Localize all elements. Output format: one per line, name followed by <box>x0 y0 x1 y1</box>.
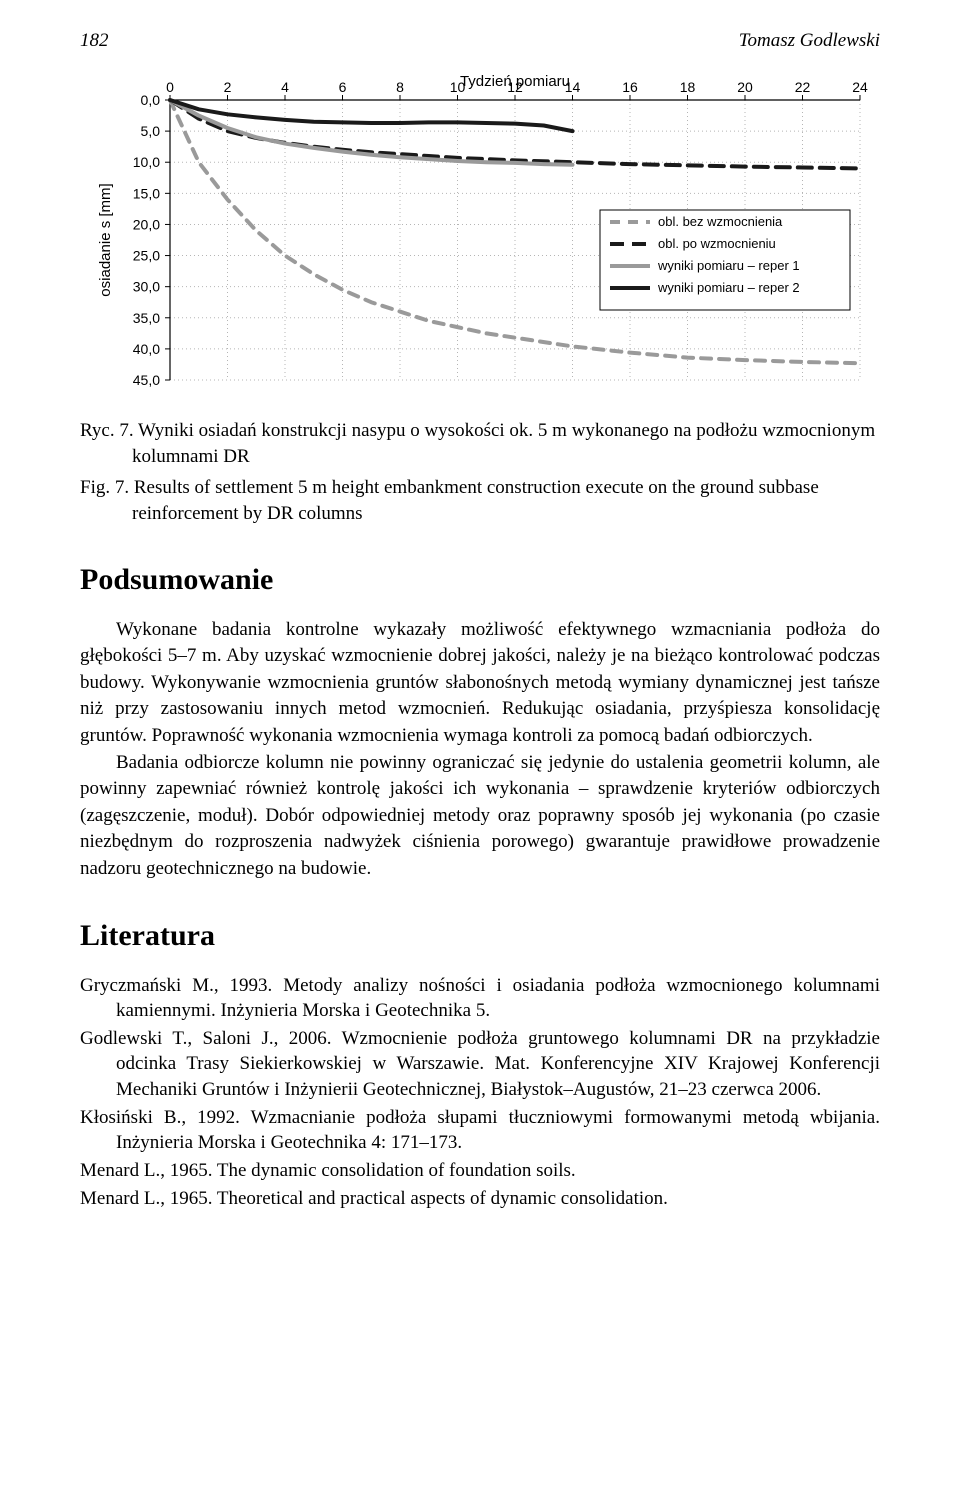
svg-text:4: 4 <box>281 79 289 95</box>
page-number: 182 <box>80 30 109 52</box>
section-heading-podsumowanie: Podsumowanie <box>80 563 880 597</box>
svg-text:obl. bez wzmocnienia: obl. bez wzmocnienia <box>658 214 783 229</box>
svg-text:wyniki pomiaru – reper 2: wyniki pomiaru – reper 2 <box>657 280 800 295</box>
paragraph-2: Badania odbiorcze kolumn nie powinny ogr… <box>80 750 880 883</box>
settlement-chart: Tydzień pomiaru0246810121416182022240,05… <box>80 70 880 400</box>
chart-svg: Tydzień pomiaru0246810121416182022240,05… <box>80 70 880 400</box>
svg-text:45,0: 45,0 <box>133 372 160 388</box>
svg-text:6: 6 <box>339 79 347 95</box>
svg-text:5,0: 5,0 <box>141 123 161 139</box>
svg-text:osiadanie s [mm]: osiadanie s [mm] <box>97 183 114 296</box>
figure-caption-pl: Ryc. 7. Wyniki osiadań konstrukcji nasyp… <box>80 418 880 469</box>
reference-item: Menard L., 1965. The dynamic consolidati… <box>80 1158 880 1184</box>
svg-text:20,0: 20,0 <box>133 216 160 232</box>
figure-caption-en: Fig. 7. Results of settlement 5 m height… <box>80 475 880 526</box>
svg-text:24: 24 <box>852 79 868 95</box>
svg-text:35,0: 35,0 <box>133 310 160 326</box>
svg-text:2: 2 <box>224 79 232 95</box>
svg-text:14: 14 <box>565 79 581 95</box>
reference-item: Gryczmański M., 1993. Metody analizy noś… <box>80 973 880 1024</box>
references-list: Gryczmański M., 1993. Metody analizy noś… <box>80 973 880 1212</box>
svg-text:20: 20 <box>737 79 753 95</box>
paragraph-1: Wykonane badania kontrolne wykazały możl… <box>80 617 880 750</box>
reference-item: Kłosiński B., 1992. Wzmacnianie podłoża … <box>80 1105 880 1156</box>
svg-text:10: 10 <box>450 79 466 95</box>
running-header: 182 Tomasz Godlewski <box>80 30 880 52</box>
svg-text:40,0: 40,0 <box>133 341 160 357</box>
svg-text:8: 8 <box>396 79 404 95</box>
svg-text:10,0: 10,0 <box>133 154 160 170</box>
reference-item: Menard L., 1965. Theoretical and practic… <box>80 1186 880 1212</box>
svg-text:wyniki pomiaru – reper 1: wyniki pomiaru – reper 1 <box>657 258 800 273</box>
svg-text:15,0: 15,0 <box>133 185 160 201</box>
reference-item: Godlewski T., Saloni J., 2006. Wzmocnien… <box>80 1026 880 1103</box>
running-head-author: Tomasz Godlewski <box>739 30 880 52</box>
svg-text:16: 16 <box>622 79 638 95</box>
page: 182 Tomasz Godlewski Tydzień pomiaru0246… <box>0 0 960 1263</box>
svg-text:obl. po wzmocnieniu: obl. po wzmocnieniu <box>658 236 776 251</box>
section-heading-literatura: Literatura <box>80 919 880 953</box>
svg-text:0: 0 <box>166 79 174 95</box>
svg-text:22: 22 <box>795 79 811 95</box>
svg-text:30,0: 30,0 <box>133 279 160 295</box>
svg-text:0,0: 0,0 <box>141 92 161 108</box>
svg-text:18: 18 <box>680 79 696 95</box>
svg-text:25,0: 25,0 <box>133 248 160 264</box>
svg-text:12: 12 <box>507 79 523 95</box>
